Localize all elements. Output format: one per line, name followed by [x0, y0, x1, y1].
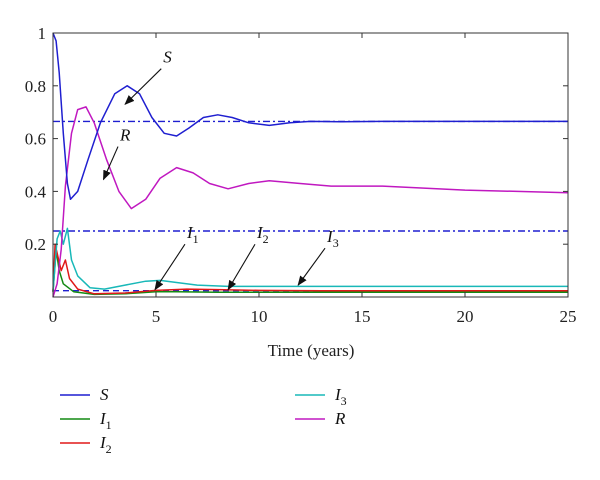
axes: 0 5 10 15 20 25 1 0.8 0.6 0.4 0.2 [25, 24, 577, 326]
annotation-label-S: S [163, 48, 172, 67]
annotation-label-R: R [119, 126, 131, 145]
annotations: S R I1 I2 I3 [102, 48, 339, 291]
y-tick-label: 0.4 [25, 182, 47, 201]
annotation-arrow-3 [227, 243, 256, 291]
plot-background [53, 33, 568, 297]
x-axis-title: Time (years) [268, 341, 355, 360]
legend-label-R: R [334, 409, 346, 428]
annotation-arrow-0 [124, 68, 162, 105]
axes-frame [52, 32, 569, 298]
annotation-label-I3: I3 [326, 227, 339, 250]
annotation-label-I1: I1 [186, 223, 199, 246]
annotation-arrow-1 [102, 146, 119, 181]
y-tick-label: 0.2 [25, 235, 46, 254]
y-tick-label: 0.6 [25, 130, 46, 149]
x-tick-label: 10 [251, 307, 268, 326]
y-tick-label: 0.8 [25, 77, 46, 96]
x-tick-label: 25 [560, 307, 577, 326]
x-tick-label: 15 [354, 307, 371, 326]
annotation-arrow-4 [297, 247, 326, 286]
legend-label-I2: I2 [99, 433, 112, 456]
legend-label-S: S [100, 385, 109, 404]
legend-label-I3: I3 [334, 385, 347, 408]
annotation-label-I2: I2 [256, 223, 269, 246]
annotation-arrow-2 [154, 243, 186, 291]
legend-label-I1: I1 [99, 409, 112, 432]
x-tick-label: 20 [457, 307, 474, 326]
series-line-R [52, 106, 569, 298]
plot-area [53, 33, 568, 297]
x-tick-label: 0 [49, 307, 58, 326]
x-tick-label: 5 [152, 307, 161, 326]
series-line-S [52, 32, 568, 201]
y-tick-label: 1 [38, 24, 47, 43]
